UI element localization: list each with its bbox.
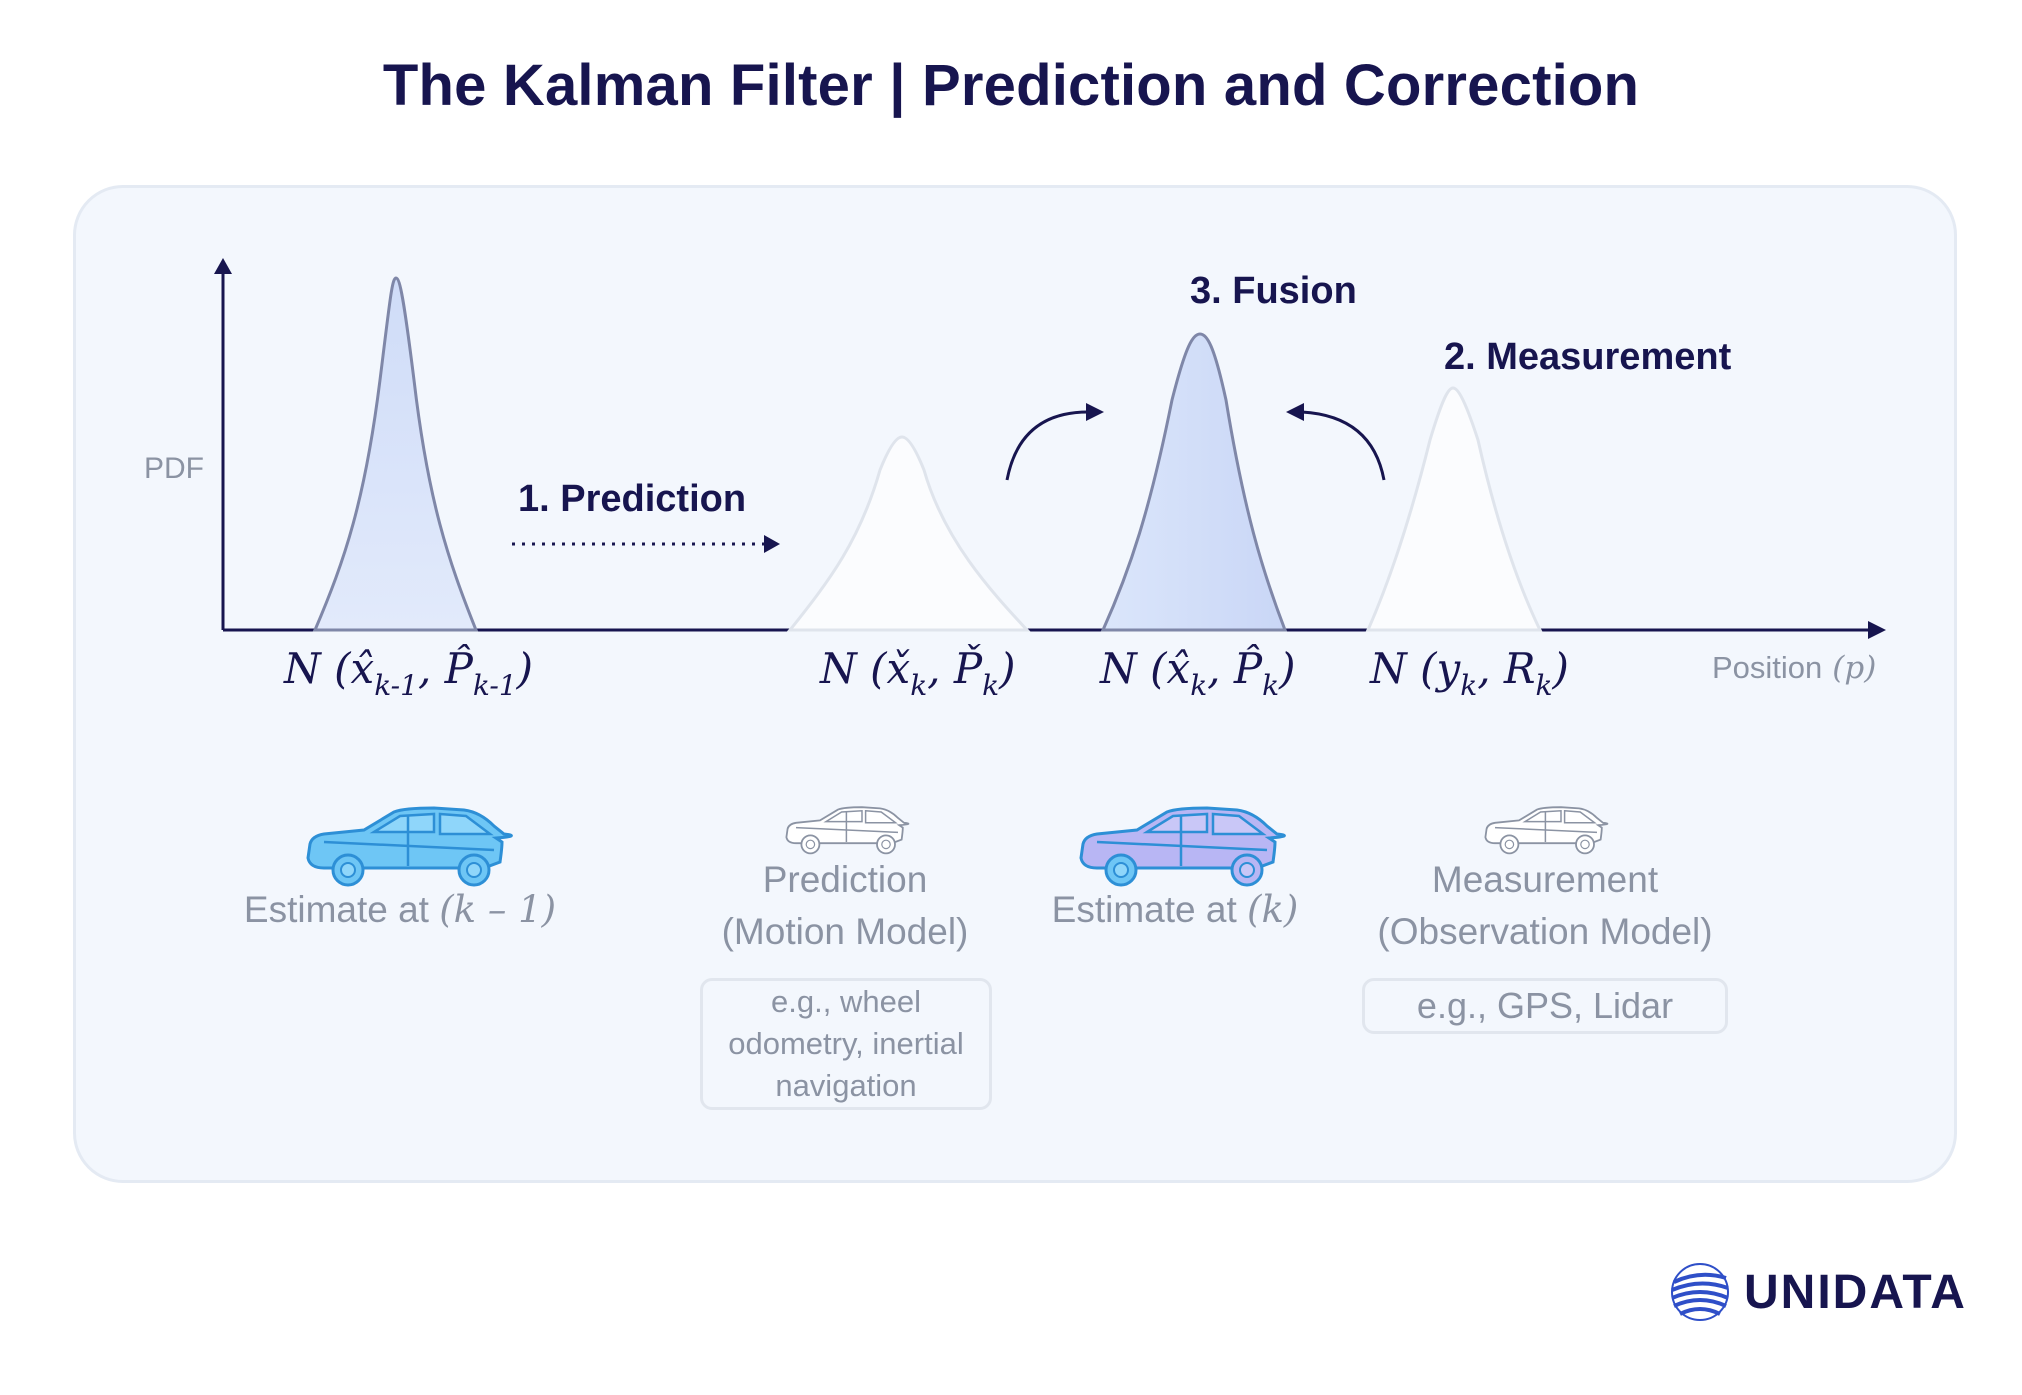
prediction-examples-box: e.g., wheel odometry, inertial navigatio… [700,978,992,1110]
distribution-label-prediction: N (x̌k, P̌k) [820,644,1016,702]
fusion-arrow-right-icon [1301,410,1386,481]
page-title: The Kalman Filter | Prediction and Corre… [382,53,1640,118]
globe-logo-icon [1671,1263,1729,1321]
curve-previous-estimate [312,276,479,632]
x-axis-arrowhead [1868,621,1886,639]
x-axis-label: Position (p) [1712,650,1876,686]
caption-measurement-line1: Measurement [1431,859,1659,900]
prediction-example-line: navigation [775,1068,917,1103]
step-fusion-label: 3. Fusion [1190,270,1357,312]
caption-prediction: Prediction (Motion Model) [690,854,1000,958]
car-icon [1484,806,1609,855]
prediction-example-line: odometry, inertial [728,1026,964,1061]
brand-logo: UNIDATA [1670,1262,1967,1322]
x-axis-symbol: (p) [1832,650,1877,686]
x-axis-label-text: Position [1712,650,1823,685]
curve-fusion [1100,332,1288,632]
globe-logo-placeholder [1670,1262,1730,1322]
car-icon [306,806,513,887]
curve-measurement [1365,386,1543,632]
caption-estimate-previous: Estimate at (k – 1) [243,888,557,931]
caption-measurement: Measurement (Observation Model) [1340,854,1750,958]
y-axis-arrowhead [214,258,232,274]
car-icon [1079,806,1286,887]
fusion-arrowhead-right [1286,403,1304,421]
fusion-arrow-left-icon [1005,410,1089,481]
measurement-example-text: e.g., GPS, Lidar [1416,985,1674,1026]
caption-prediction-line2: (Motion Model) [721,911,969,952]
car-icon [785,806,910,855]
brand-name: UNIDATA [1744,1265,1967,1319]
distribution-label-measurement: N (yk, Rk) [1370,644,1569,702]
step-measurement-label: 2. Measurement [1444,336,1732,378]
curve-prediction [786,435,1031,632]
caption-measurement-line2: (Observation Model) [1377,911,1713,952]
caption-estimate-k: Estimate at (k) [1051,888,1299,931]
fusion-arrowhead-left [1086,403,1104,421]
prediction-example-line: e.g., wheel [771,984,921,1019]
y-axis-label: PDF [144,452,204,485]
distribution-label-previous: N (x̂k-1, P̂k-1) [284,644,534,702]
step-prediction-label: 1. Prediction [518,478,747,520]
prediction-arrowhead [764,535,780,553]
caption-prediction-line1: Prediction [762,859,928,900]
measurement-examples-box: e.g., GPS, Lidar [1362,978,1728,1034]
distribution-label-fusion: N (x̂k, P̂k) [1100,644,1296,702]
